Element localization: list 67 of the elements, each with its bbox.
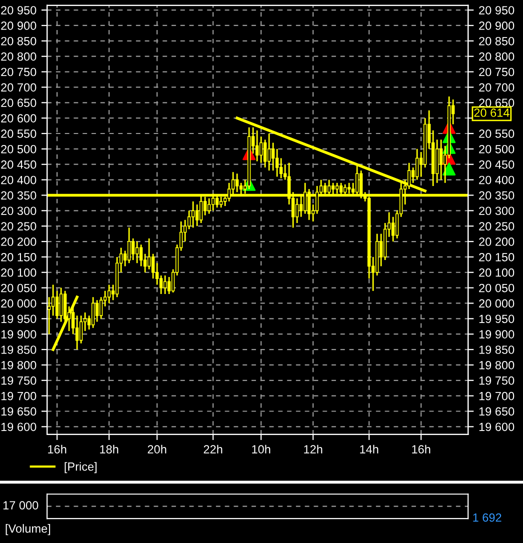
y2-tick-label: 19 800 [479, 360, 514, 370]
x-tick-label: 18h [100, 444, 118, 454]
y2-tick-label: 20 750 [479, 68, 514, 76]
y2-tick-label: 19 750 [479, 376, 514, 385]
y2-tick-label: 20 200 [479, 238, 514, 246]
y-tick-label: 20 900 [1, 22, 36, 30]
y-tick-label: 19 650 [1, 407, 36, 416]
y-tick-label: 20 550 [1, 130, 36, 138]
y2-tick-label: 20 700 [479, 83, 514, 92]
y-tick-label: 20 150 [1, 252, 36, 262]
y-tick-label: 20 500 [1, 144, 36, 154]
y2-tick-label: 20 850 [479, 36, 514, 46]
y-tick-label: 19 750 [1, 376, 36, 385]
x-tick-label: 12h [304, 444, 322, 454]
y-tick-label: 20 700 [1, 83, 36, 92]
y-tick-label: 20 200 [1, 238, 36, 246]
y2-tick-label: 19 950 [479, 314, 514, 324]
y2-tick-label: 20 050 [479, 284, 514, 292]
y2-tick-label: 19 900 [479, 330, 514, 338]
y-tick-label: 19 800 [1, 360, 36, 370]
y2-tick-label: 20 100 [479, 268, 514, 277]
y-tick-label: 19 850 [1, 346, 36, 354]
y-tick-label: 20 850 [1, 36, 36, 46]
y-tick-label: 20 000 [1, 299, 36, 308]
y2-tick-label: 20 400 [479, 176, 514, 184]
y2-tick-label: 20 450 [479, 160, 514, 169]
y2-tick-label: 20 900 [479, 22, 514, 30]
y2-tick-label: 20 800 [479, 52, 514, 61]
y-tick-label: 19 900 [1, 330, 36, 338]
x-tick-label: 10h [252, 444, 270, 454]
y-tick-label: 20 650 [1, 98, 36, 108]
y2-tick-label: 19 700 [479, 392, 514, 400]
y-tick-label: 19 700 [1, 392, 36, 400]
y-tick-label: 20 450 [1, 160, 36, 169]
y2-tick-label: 20 000 [479, 299, 514, 308]
y-tick-label: 20 100 [1, 268, 36, 277]
y2-tick-label: 20 300 [479, 206, 514, 216]
y2-tick-label: 20 150 [479, 252, 514, 262]
y-tick-label: 20 400 [1, 176, 36, 184]
y-tick-label: 20 050 [1, 284, 36, 292]
y2-tick-label: 19 600 [479, 422, 514, 432]
text: 1 692 [473, 513, 502, 522]
y-tick-label: 19 600 [1, 422, 36, 432]
x-tick-label: 14h [360, 444, 378, 454]
y2-tick-label: 20 250 [479, 222, 514, 230]
x-tick-label: 16h [412, 444, 430, 454]
y2-tick-label: 19 850 [479, 346, 514, 354]
y-tick-label: 20 300 [1, 206, 36, 216]
y-tick-label: 20 600 [1, 114, 36, 122]
text: 17 000 [3, 501, 38, 510]
y2-tick-label: 20 550 [479, 130, 514, 138]
x-tick-label: 16h [48, 444, 66, 454]
y2-tick-label: 20 500 [479, 144, 514, 154]
y-tick-label: 20 800 [1, 52, 36, 61]
y-tick-label: 19 950 [1, 314, 36, 324]
y2-tick-label: 20 950 [479, 6, 514, 14]
legend-title: [Price] [64, 462, 97, 474]
y-tick-label: 20 350 [1, 191, 36, 200]
text: 20 614 [474, 108, 510, 117]
y2-tick-label: 20 350 [479, 191, 514, 200]
x-tick-label: 22h [204, 444, 222, 454]
text: [Volume] [6, 524, 50, 536]
y-tick-label: 20 950 [1, 6, 36, 14]
x-tick-label: 20h [148, 444, 166, 454]
y2-tick-label: 19 650 [479, 407, 514, 416]
y-tick-label: 20 250 [1, 222, 36, 230]
y-tick-label: 20 750 [1, 68, 36, 76]
